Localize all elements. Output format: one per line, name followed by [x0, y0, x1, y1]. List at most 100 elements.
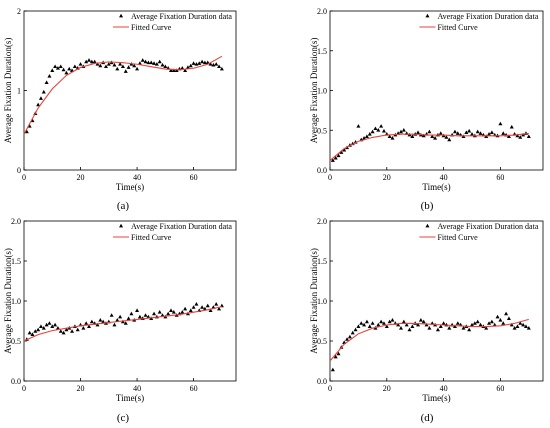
data-point: [430, 134, 435, 139]
data-point: [143, 313, 148, 317]
data-point: [467, 128, 472, 133]
plot-frame: [23, 220, 237, 382]
data-point: [416, 130, 421, 135]
data-point: [509, 124, 514, 129]
data-point: [197, 61, 202, 65]
data-point: [498, 318, 503, 322]
panel-label: (b): [421, 200, 434, 212]
data-point: [95, 62, 100, 66]
data-point: [501, 321, 506, 325]
x-tick-label: 40: [440, 384, 448, 393]
x-axis-label: Time(s): [116, 393, 144, 403]
legend-label-fitted: Fitted Curve: [131, 233, 172, 242]
data-point: [484, 326, 489, 330]
y-tick-label: 1.0: [317, 297, 327, 306]
x-tick-label: 40: [133, 173, 141, 182]
data-point: [191, 305, 196, 309]
y-tick-label: 0.5: [11, 337, 21, 346]
data-point: [470, 132, 474, 136]
chart-panel-a: 0 20 40 60 0 1 2 Time(s) Average Fixation Durati…: [3, 7, 237, 212]
data-point: [106, 62, 111, 66]
data-point: [339, 150, 344, 154]
data-point: [166, 311, 171, 316]
data-point: [438, 131, 443, 135]
data-point: [381, 321, 386, 325]
data-point: [438, 324, 443, 328]
chart-panel-b: 0 20 40 60 0.0 0.5 1.0 1.5 2.0 Time(s) Average Fix…: [309, 7, 544, 212]
data-point: [472, 321, 477, 325]
data-point: [336, 153, 341, 158]
data-point: [350, 330, 355, 335]
y-axis-label: Average Fixation Duration(s): [309, 248, 319, 354]
fitted-curve-line: [329, 318, 529, 362]
data-point: [64, 70, 69, 75]
data-point: [523, 324, 528, 328]
data-point: [118, 62, 123, 66]
data-point: [515, 324, 520, 328]
x-tick-label: 40: [133, 384, 141, 393]
data-point: [185, 65, 190, 69]
data-point: [214, 62, 219, 66]
data-point: [521, 132, 526, 137]
data-point: [180, 66, 185, 70]
x-tick-label: 0: [22, 384, 26, 393]
x-tick-label: 20: [383, 384, 391, 393]
data-point: [345, 337, 350, 341]
x-axis-label: Time(s): [422, 182, 450, 192]
data-point: [219, 66, 224, 71]
data-point: [146, 60, 151, 65]
data-point: [36, 102, 41, 107]
data-point: [447, 137, 452, 142]
data-point: [191, 61, 196, 65]
y-tick-label: 1.5: [317, 47, 327, 56]
data-point: [347, 334, 352, 339]
data-point: [44, 80, 49, 84]
y-tick-label: 0.5: [317, 126, 327, 135]
data-point: [89, 319, 94, 324]
data-point: [470, 322, 474, 327]
data-point: [208, 308, 213, 312]
data-point: [171, 310, 176, 314]
data-point: [418, 318, 423, 322]
data-point: [41, 89, 46, 94]
x-tick-label: 20: [77, 173, 85, 182]
data-point: [112, 322, 117, 327]
fitted-curve-line: [329, 132, 529, 161]
data-point: [467, 327, 472, 332]
data-point: [487, 321, 492, 325]
data-point: [168, 68, 173, 73]
data-point: [452, 324, 457, 328]
data-point: [401, 128, 406, 132]
data-point: [163, 64, 168, 69]
data-point: [217, 64, 222, 69]
data-point: [356, 324, 361, 328]
legend-label-data: Average Fixation Duration data: [131, 12, 232, 21]
data-point: [416, 322, 421, 327]
data-point: [200, 59, 205, 64]
data-point: [475, 129, 480, 134]
legend-label-fitted: Fitted Curve: [437, 23, 478, 32]
data-point: [98, 63, 103, 68]
data-point: [168, 308, 173, 312]
data-point: [81, 326, 86, 330]
data-point: [180, 310, 185, 314]
data-point: [98, 318, 103, 322]
data-point: [217, 306, 222, 311]
data-point: [342, 147, 347, 152]
data-point: [478, 131, 483, 135]
data-point: [103, 64, 108, 69]
data-point: [214, 302, 219, 306]
data-point: [53, 64, 58, 69]
chart-panel-d: 0 20 40 60 0.0 0.5 1.0 1.5 2.0 Time(s) Average Fix…: [309, 217, 544, 424]
data-point: [518, 321, 523, 325]
legend-marker-triangle: [425, 13, 430, 18]
data-point: [433, 136, 438, 140]
data-point: [401, 319, 406, 324]
data-point: [515, 133, 520, 138]
data-point: [24, 129, 29, 134]
data-point: [58, 64, 63, 69]
legend-marker-triangle: [425, 223, 430, 228]
data-point: [70, 329, 75, 333]
data-point: [137, 314, 142, 319]
data-point: [41, 326, 46, 330]
